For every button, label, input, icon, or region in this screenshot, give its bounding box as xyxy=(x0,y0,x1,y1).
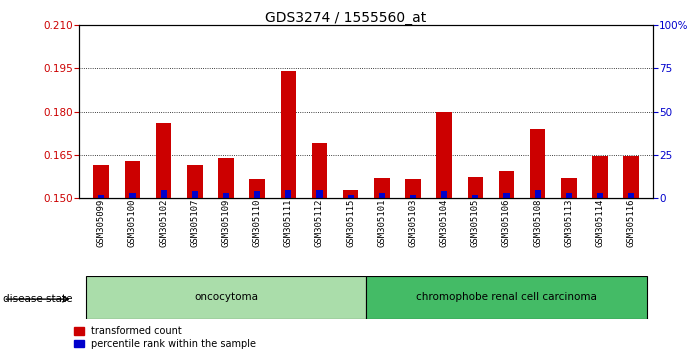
Bar xyxy=(499,171,514,198)
Bar xyxy=(592,156,608,198)
Bar xyxy=(223,193,229,198)
FancyBboxPatch shape xyxy=(366,276,647,319)
Bar xyxy=(472,195,478,198)
Bar xyxy=(281,71,296,198)
Text: GSM305103: GSM305103 xyxy=(408,198,417,247)
Bar xyxy=(129,193,135,198)
Bar xyxy=(379,193,385,198)
Bar xyxy=(628,193,634,198)
Bar xyxy=(348,195,354,198)
Bar xyxy=(191,191,198,198)
Text: GSM305114: GSM305114 xyxy=(596,198,605,247)
Text: GSM305110: GSM305110 xyxy=(253,198,262,247)
Bar xyxy=(468,177,483,198)
Bar xyxy=(316,189,323,198)
Bar xyxy=(374,178,390,198)
Bar xyxy=(93,165,109,198)
Text: oncocytoma: oncocytoma xyxy=(194,292,258,302)
Bar xyxy=(249,179,265,198)
Text: GSM305109: GSM305109 xyxy=(221,198,231,247)
Bar xyxy=(441,191,447,198)
Bar xyxy=(405,179,421,198)
Bar xyxy=(285,189,292,198)
Text: GDS3274 / 1555560_at: GDS3274 / 1555560_at xyxy=(265,11,426,25)
Text: GSM305112: GSM305112 xyxy=(315,198,324,247)
Text: GSM305111: GSM305111 xyxy=(284,198,293,247)
Bar xyxy=(312,143,328,198)
Text: GSM305104: GSM305104 xyxy=(439,198,448,247)
Bar xyxy=(343,189,359,198)
FancyBboxPatch shape xyxy=(86,276,366,319)
Bar xyxy=(124,161,140,198)
Bar xyxy=(566,193,572,198)
Text: chromophobe renal cell carcinoma: chromophobe renal cell carcinoma xyxy=(416,292,597,302)
Text: GSM305106: GSM305106 xyxy=(502,198,511,247)
Text: GSM305107: GSM305107 xyxy=(190,198,199,247)
Bar xyxy=(561,178,576,198)
Bar xyxy=(623,156,639,198)
Bar xyxy=(187,165,202,198)
Text: GSM305116: GSM305116 xyxy=(627,198,636,247)
Bar xyxy=(410,195,416,198)
Text: GSM305102: GSM305102 xyxy=(159,198,168,247)
Text: GSM305113: GSM305113 xyxy=(565,198,574,247)
Text: GSM305101: GSM305101 xyxy=(377,198,386,247)
Bar xyxy=(436,112,452,198)
Bar xyxy=(597,193,603,198)
Legend: transformed count, percentile rank within the sample: transformed count, percentile rank withi… xyxy=(74,326,256,349)
Bar xyxy=(218,158,234,198)
Text: disease state: disease state xyxy=(3,294,73,304)
Bar xyxy=(160,189,167,198)
Bar xyxy=(254,191,261,198)
Bar xyxy=(530,129,545,198)
Bar xyxy=(156,123,171,198)
Bar xyxy=(98,195,104,198)
Text: GSM305099: GSM305099 xyxy=(97,198,106,247)
Text: GSM305105: GSM305105 xyxy=(471,198,480,247)
Bar xyxy=(535,189,541,198)
Text: GSM305115: GSM305115 xyxy=(346,198,355,247)
Bar xyxy=(503,193,509,198)
Text: GSM305108: GSM305108 xyxy=(533,198,542,247)
Text: GSM305100: GSM305100 xyxy=(128,198,137,247)
